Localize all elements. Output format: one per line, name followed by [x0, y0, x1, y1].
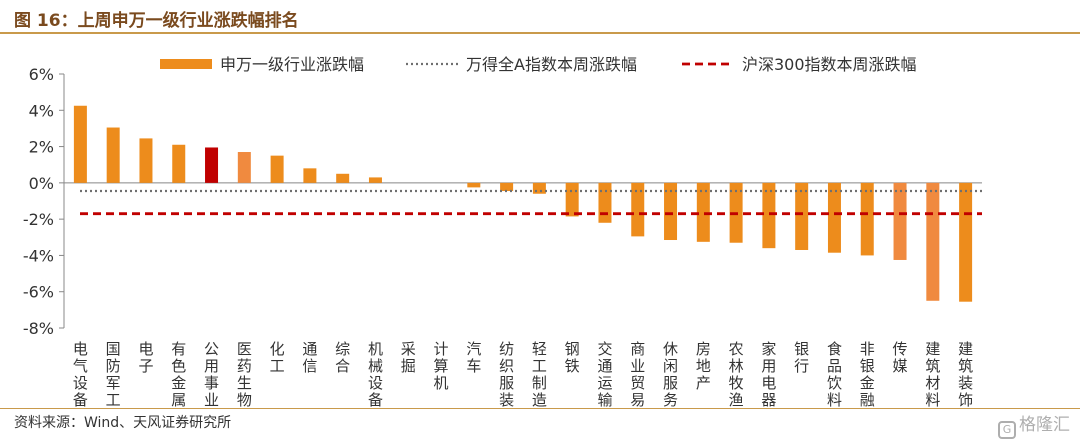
legend-swatch-bar: [160, 59, 212, 69]
bar: [795, 182, 809, 250]
legend-label: 申万一级行业涨跌幅: [220, 55, 364, 74]
bar: [598, 182, 612, 223]
y-tick-label: -4%: [23, 246, 54, 265]
x-tick-label: 汽车: [466, 340, 481, 375]
x-tick-label: 采掘: [401, 340, 416, 375]
x-tick-label: 农林牧渔: [729, 340, 744, 408]
y-tick-label: 0%: [29, 174, 54, 193]
footer-rule: [0, 408, 1080, 409]
bar: [664, 182, 678, 241]
x-tick-label: 银行: [794, 340, 809, 375]
bar-chart: 6% 4% 2% 0% -2% -4% -6% -8% 电气设备 国防军工 电子 有色金属 公用事业 医药…: [23, 55, 982, 408]
bar: [303, 168, 317, 183]
legend-label: 万得全A指数本周涨跌幅: [466, 55, 637, 74]
y-tick-label: -2%: [23, 210, 54, 229]
x-tick-label: 医药生物: [237, 340, 252, 408]
x-tick-label: 非银金融: [860, 340, 875, 408]
title-bar: 图 16：上周申万一级行业涨跌幅排名: [0, 0, 1080, 34]
bar: [926, 182, 940, 301]
bar: [73, 105, 87, 183]
x-tick-label: 纺织服装: [499, 340, 514, 408]
x-tick-label: 建筑材料: [925, 340, 940, 408]
bar: [237, 152, 251, 183]
bar: [172, 144, 186, 183]
x-tick-label: 商业贸易: [630, 340, 645, 408]
bar: [336, 173, 350, 183]
bar: [860, 182, 874, 256]
x-tick-label: 建筑装饰: [958, 340, 973, 408]
source-note: 资料来源：Wind、天风证券研究所: [14, 415, 232, 431]
bar: [532, 182, 546, 194]
x-tick-label: 传媒: [893, 340, 908, 375]
x-tick-label: 国防军工: [106, 340, 121, 408]
x-tick-label: 综合: [335, 340, 350, 375]
bar: [270, 155, 284, 183]
x-tick-label: 交通运输: [597, 340, 612, 408]
bar: [467, 182, 481, 188]
y-tick-label: -8%: [23, 319, 54, 338]
bar: [631, 182, 645, 237]
watermark-text: 格隆汇: [1019, 415, 1070, 435]
bar: [696, 182, 710, 242]
x-tick-label: 家用电器: [761, 340, 776, 408]
y-tick-label: 6%: [29, 65, 54, 84]
y-tick-label: 4%: [29, 101, 54, 120]
bar: [368, 177, 382, 183]
bar: [762, 182, 776, 249]
x-tick-label: 通信: [302, 340, 317, 375]
x-tick-label: 化工: [270, 340, 285, 375]
bar: [893, 182, 907, 260]
x-tick-label: 房地产: [696, 340, 711, 392]
page-title: 图 16：上周申万一级行业涨跌幅排名: [14, 11, 299, 31]
watermark-icon: G: [998, 421, 1016, 439]
bar: [500, 182, 514, 192]
bar: [139, 138, 153, 183]
x-tick-label: 休闲服务: [663, 340, 678, 408]
x-tick-label: 电子: [138, 340, 153, 375]
x-tick-label: 公用事业: [204, 340, 219, 408]
x-tick-label: 有色金属: [171, 340, 186, 408]
x-tick-label: 食品饮料: [827, 340, 842, 408]
y-tick-label: 2%: [29, 138, 54, 157]
bar: [106, 127, 120, 183]
bar: [205, 147, 219, 183]
y-tick-label: -6%: [23, 283, 54, 302]
x-tick-label: 机械设备: [368, 340, 383, 408]
bar: [827, 182, 841, 253]
x-tick-label: 计算机: [434, 340, 449, 392]
x-tick-label: 电气设备: [73, 340, 88, 408]
x-tick-label: 钢铁: [565, 340, 580, 375]
watermark-logo: G 格隆汇: [998, 410, 1070, 439]
legend-label: 沪深300指数本周涨跌幅: [742, 55, 917, 74]
bar: [565, 182, 579, 217]
chart-area: 6% 4% 2% 0% -2% -4% -6% -8% 电气设备 国防军工 电子 有色金属 公用事业 医药…: [0, 36, 1080, 408]
bar: [959, 182, 973, 302]
x-tick-label: 轻工制造: [532, 340, 547, 408]
